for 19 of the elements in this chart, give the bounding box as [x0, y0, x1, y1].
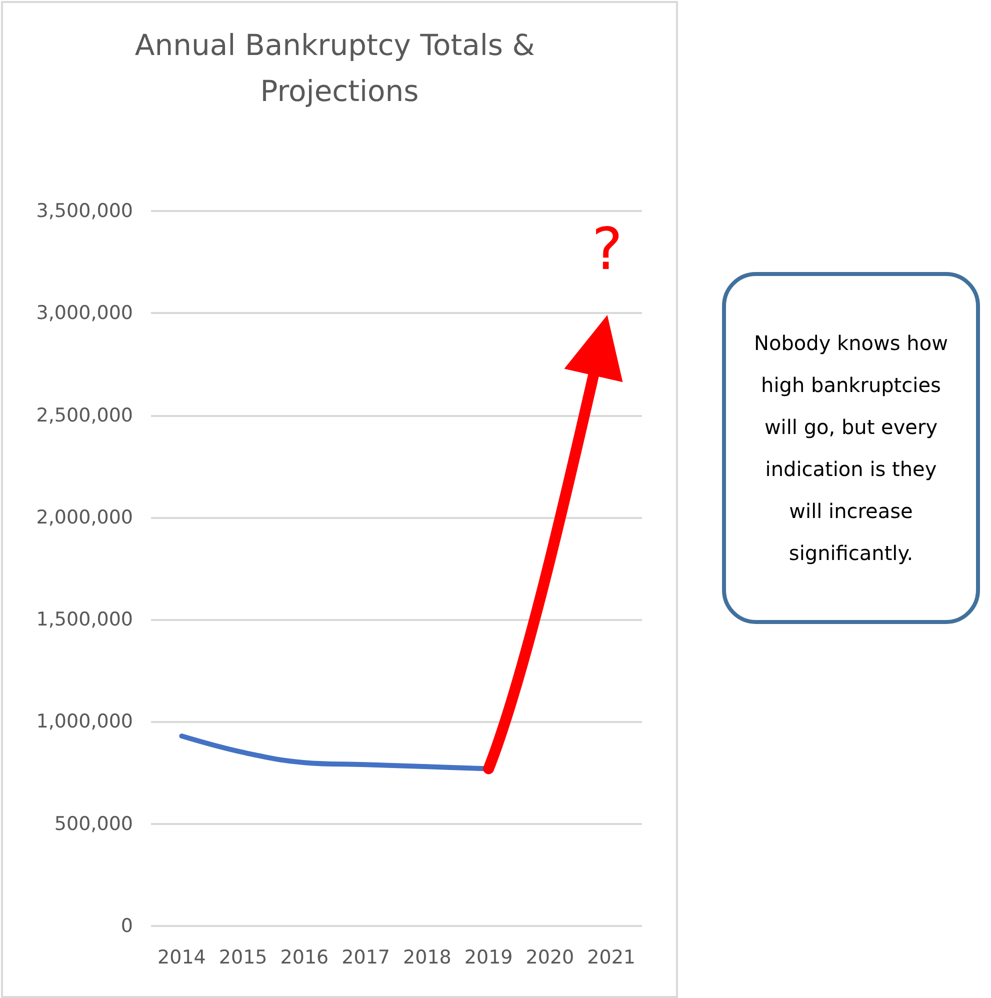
- y-tick-label: 1,000,000: [36, 710, 133, 733]
- annotation: ?: [592, 214, 623, 283]
- y-tick-label: 3,000,000: [36, 302, 133, 324]
- x-tick-label: 2018: [403, 946, 452, 968]
- y-tick-label: 1,500,000: [36, 608, 133, 631]
- x-tick-label: 2016: [280, 946, 329, 968]
- x-tick-label: 2019: [464, 946, 513, 968]
- y-tick-label: 3,500,000: [36, 200, 133, 222]
- chart-title: Annual Bankruptcy Totals & Projections: [134, 28, 544, 108]
- text: Nobody knows how high bankruptcies will go, but every indication is they will increase significantly.: [722, 272, 980, 624]
- x-tick-label: 2014: [158, 946, 206, 968]
- x-tick-label: 2017: [342, 946, 390, 968]
- x-tick-label: 2020: [526, 946, 574, 968]
- y-tick-label: 0: [120, 915, 133, 937]
- y-tick-label: 2,500,000: [36, 404, 133, 426]
- x-tick-label: 2021: [587, 946, 636, 968]
- y-tick-label: 2,000,000: [36, 506, 133, 528]
- y-tick-label: 500,000: [54, 812, 133, 835]
- x-tick-label: 2015: [218, 946, 268, 968]
